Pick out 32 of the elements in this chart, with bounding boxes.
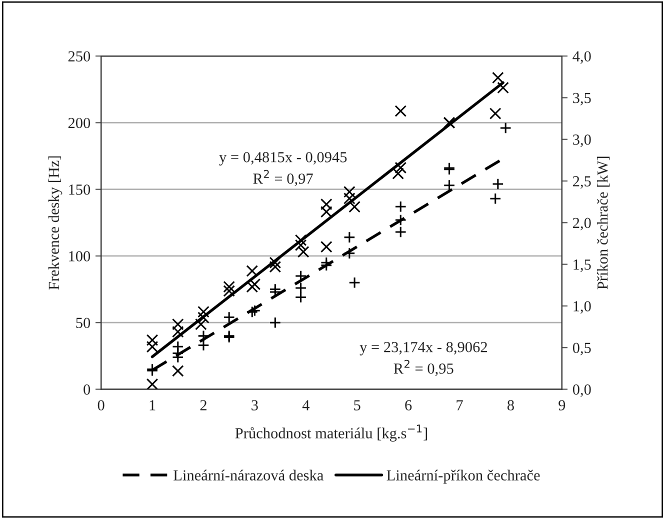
y2-tick-label: 1,5 [574,260,591,272]
x-axis-title: Průchodnost materiálu [kg.s$^{−1}$] [235,424,427,442]
y2-tick-label: 0,0 [572,384,591,397]
y2-tick-label: 1,0 [574,301,591,314]
x-tick-label: 9 [558,400,566,410]
y2-tick-label: 3,0 [573,134,591,147]
annotation: y = 0,4815x - 0,0945 R$^{2}$ = 0,97 [219,152,347,186]
x-tick-label: 6 [405,400,412,410]
y-tick-label: 250 [68,51,90,62]
x-tick-label: 7 [456,400,463,410]
y-tick-label: 150 [69,184,90,195]
y-axis-title: Frekvence desky [Hz] [48,156,62,290]
y-tick-label: 200 [68,118,90,128]
legend-label: Lineární-nárazová deska [174,470,324,480]
y2-tick-label: 2,0 [573,218,591,230]
x-tick-label: 3 [252,400,258,410]
x-tick-label: 0 [98,400,104,410]
x-tick-label: 2 [200,400,206,410]
y2-axis-title: Příkon čechrače [kW] [596,156,610,290]
y-tick-label: 100 [69,251,90,262]
x-tick-label: 5 [354,400,360,410]
y2-tick-label: 2,5 [573,176,591,189]
x-tick-label: 4 [302,400,310,410]
x-tick-label: 1 [150,400,156,410]
y-tick-label: 50 [76,318,90,328]
legend-label: Lineární-příkon čechrače [386,470,540,484]
annotation: y = 23,174x - 8,9062 R$^{2}$ = 0,95 [360,342,487,376]
y2-tick-label: 4,0 [572,51,591,64]
y2-tick-label: 0,5 [572,342,591,356]
y2-tick-label: 3,5 [573,92,591,106]
y-tick-label: 0 [84,384,90,395]
x-tick-label: 8 [507,400,514,410]
